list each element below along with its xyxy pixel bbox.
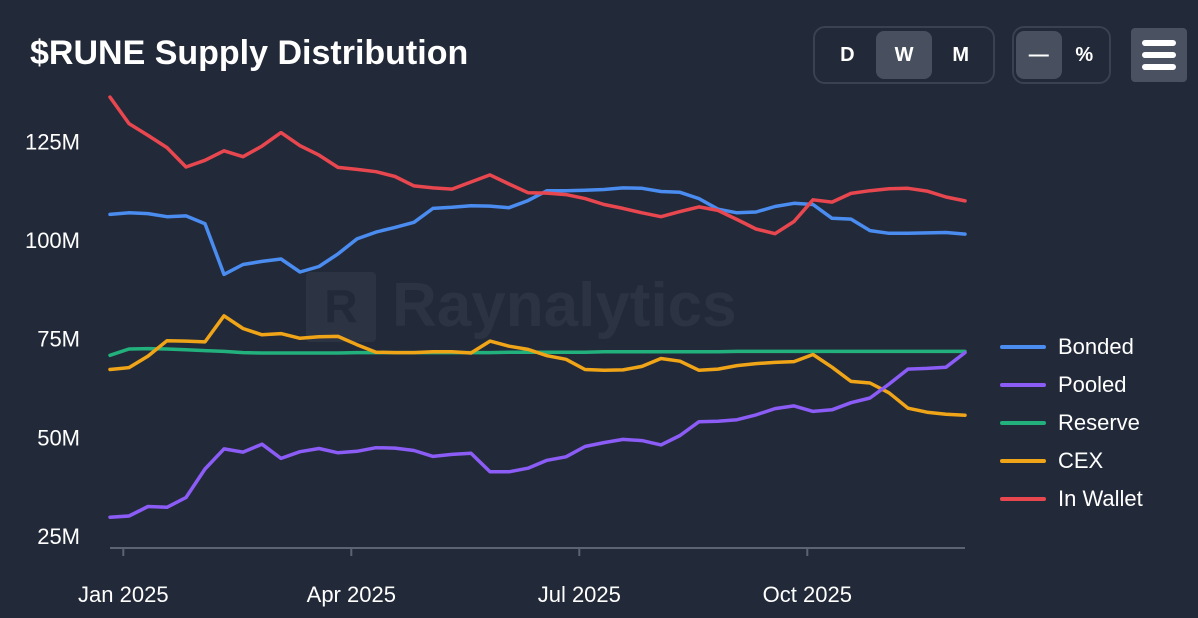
series-line-bonded[interactable] — [108, 186, 967, 277]
watermark: R Raynalytics — [306, 271, 737, 342]
series-line-pooled[interactable] — [108, 350, 967, 519]
y-tick-label: 125M — [25, 129, 80, 154]
period-month-button[interactable]: M — [952, 43, 970, 66]
period-day-button[interactable]: D — [840, 43, 855, 66]
legend-item-cex[interactable]: CEX — [1000, 442, 1143, 480]
legend-swatch-bonded — [1000, 345, 1046, 349]
watermark-logo-icon — [306, 272, 376, 342]
legend-label: Reserve — [1058, 410, 1140, 435]
legend-item-in-wallet[interactable]: In Wallet — [1000, 480, 1143, 518]
legend-label: In Wallet — [1058, 486, 1143, 511]
period-toggle: D W M — [813, 26, 995, 84]
absolute-mode-button[interactable]: — — [1016, 31, 1062, 79]
series-line-cex[interactable] — [108, 314, 967, 418]
y-tick-label: 25M — [37, 524, 80, 549]
period-week-button[interactable]: W — [875, 31, 933, 79]
y-tick-label: 100M — [25, 228, 80, 253]
legend-item-reserve[interactable]: Reserve — [1000, 404, 1143, 442]
x-tick-label: Apr 2025 — [307, 582, 396, 607]
y-tick-label: 75M — [37, 327, 80, 352]
hamburger-menu-icon — [1142, 64, 1176, 70]
legend-swatch-cex — [1000, 459, 1046, 463]
legend-item-bonded[interactable]: Bonded — [1000, 328, 1143, 366]
legend-label: CEX — [1058, 448, 1104, 473]
series-line-in-wallet[interactable] — [108, 95, 967, 236]
hamburger-menu-icon — [1142, 40, 1176, 46]
legend-swatch-in-wallet — [1000, 497, 1046, 501]
x-tick-label: Oct 2025 — [763, 582, 852, 607]
legend-label: Pooled — [1058, 372, 1127, 397]
x-tick-label: Jul 2025 — [538, 582, 621, 607]
mode-toggle: — % — [1012, 26, 1111, 84]
page-title: $RUNE Supply Distribution — [30, 34, 469, 72]
y-tick-label: 50M — [37, 425, 80, 450]
x-tick-label: Jan 2025 — [78, 582, 169, 607]
hamburger-menu-icon — [1142, 52, 1176, 58]
legend-item-pooled[interactable]: Pooled — [1000, 366, 1143, 404]
watermark-text: Raynalytics — [392, 271, 737, 340]
legend: Bonded Pooled Reserve CEX In Wallet — [1000, 328, 1143, 518]
watermark-logo-letter: R — [324, 280, 357, 332]
percent-mode-button[interactable]: % — [1075, 43, 1094, 66]
menu-button[interactable] — [1131, 28, 1187, 82]
legend-label: Bonded — [1058, 334, 1134, 359]
legend-swatch-reserve — [1000, 421, 1046, 425]
legend-swatch-pooled — [1000, 383, 1046, 387]
